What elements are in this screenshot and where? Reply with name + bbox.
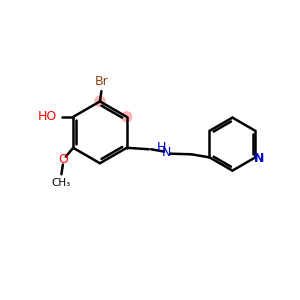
Text: Br: Br [94,75,108,88]
Circle shape [95,96,105,106]
Text: HO: HO [38,110,57,123]
Text: O: O [58,153,68,166]
Text: N: N [254,152,264,165]
Circle shape [122,112,132,122]
Text: N: N [162,146,171,159]
Text: H: H [157,141,166,154]
Text: CH₃: CH₃ [52,178,71,188]
